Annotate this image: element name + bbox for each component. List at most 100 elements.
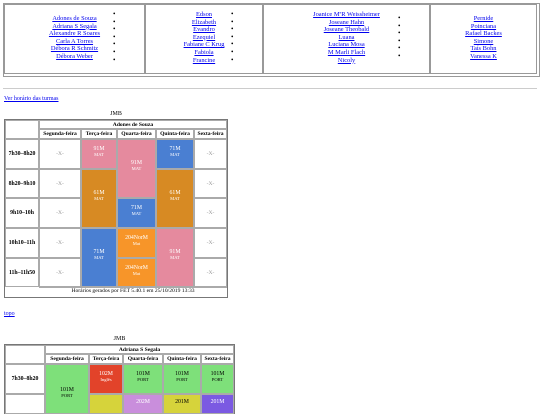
teacher-link[interactable]: Simone (398, 38, 536, 46)
day-header: Sexta-feira (194, 129, 227, 139)
class-code: 202M (136, 399, 150, 405)
teacher-link[interactable]: Edson (113, 11, 262, 19)
timetable-adriana: Adriana S Segala Segunda-feira Terça-fei… (4, 344, 235, 414)
teacher-link[interactable]: Carla A Torres (5, 38, 144, 46)
view-class-schedules-link[interactable]: Ver horário das turmas (4, 96, 59, 102)
subject-label: Mat (132, 271, 141, 276)
teacher-list: Edson Elizabeth Evandro Ezequiel Fabiane… (113, 5, 262, 65)
teacher-link[interactable]: Nicoly (231, 57, 429, 65)
class-block: 101M PORT (201, 364, 234, 394)
class-block: 101M PORT (163, 364, 201, 394)
teacher-link[interactable]: Fabiola (113, 49, 262, 57)
class-block: 71M MAT (117, 198, 156, 228)
class-block: 201M (201, 394, 234, 414)
class-code: 101M (175, 371, 189, 377)
class-block: 71M MAT (156, 139, 194, 169)
day-header: Quinta-feira (163, 354, 201, 364)
class-code: 101M (136, 371, 150, 377)
divider (3, 88, 537, 89)
empty-slot: -X- (39, 139, 81, 169)
teacher-link[interactable]: Ezequiel (113, 34, 262, 42)
index-column-2: Edson Elizabeth Evandro Ezequiel Fabiane… (113, 4, 263, 74)
teacher-link[interactable]: Poinciana (398, 23, 536, 31)
table-footer: Horários gerados por FET 5.40.1 em 25/10… (39, 287, 227, 298)
teacher-link[interactable]: M Marli Flach (231, 49, 429, 57)
time-header: 11h–11h50 (5, 258, 39, 287)
teacher-link[interactable]: Rafael Backes (398, 30, 536, 38)
teacher-link[interactable]: Adriana S Segala (5, 23, 144, 31)
teacher-link[interactable]: Luana (231, 34, 429, 42)
class-code: 204NorM (125, 235, 148, 241)
index-column-4: Pernide Poinciana Rafael Backes Simone T… (398, 4, 537, 74)
table-caption-school: JMB (110, 111, 122, 117)
empty-slot: -X- (39, 258, 81, 287)
class-block: 71M MAT (81, 228, 117, 287)
teacher-link[interactable]: Taís Bohn (398, 45, 536, 53)
class-block (89, 394, 123, 414)
index-column-1: Adones de Souza Adriana S Segala Alexand… (4, 4, 145, 74)
teacher-link[interactable]: Joseane Theobald (231, 26, 429, 34)
back-to-top-link[interactable]: topo (4, 311, 15, 317)
empty-slot: -X- (194, 258, 227, 287)
teacher-link[interactable]: Luciana Mosa (231, 41, 429, 49)
class-block: 204NorM Mat (117, 258, 156, 287)
class-code: 61M (93, 190, 105, 196)
corner-cell (5, 345, 45, 364)
empty-slot: -X- (194, 139, 227, 169)
teacher-link[interactable]: Vanessa K (398, 53, 536, 61)
day-header: Segunda-feira (45, 354, 89, 364)
day-header: Quinta-feira (156, 129, 194, 139)
subject-label: MAT (170, 196, 180, 201)
subject-label: Inglês (100, 377, 112, 382)
subject-label: MAT (131, 211, 142, 216)
timetable-adones: Adones de Souza Segunda-feira Terça-feir… (4, 119, 228, 298)
class-block: 101M PORT (123, 364, 163, 394)
subject-label: MAT (94, 196, 104, 201)
teacher-link[interactable]: Elizabeth (113, 19, 262, 27)
subject-label: MAT (131, 166, 142, 171)
teacher-list: Joanice MªR Weissheimer Joseane Hahn Jos… (231, 5, 429, 65)
corner-cell (5, 120, 39, 139)
subject-label: MAT (94, 255, 104, 260)
empty-slot: -X- (194, 228, 227, 258)
time-header: 7h30–8h20 (5, 139, 39, 169)
class-block: 61M MAT (156, 169, 194, 228)
day-header: Terça-feira (81, 129, 117, 139)
class-code: 71M (93, 249, 105, 255)
day-header: Terça-feira (89, 354, 123, 364)
teacher-link[interactable]: Débora Weber (5, 53, 144, 61)
class-code: 201M (210, 399, 225, 405)
class-block: 91M MAT (117, 139, 156, 198)
table-teacher-name: Adones de Souza (39, 120, 227, 129)
teacher-link[interactable]: Evandro (113, 26, 262, 34)
empty-slot: -X- (194, 198, 227, 228)
class-code: 102M (99, 371, 113, 377)
teacher-link[interactable]: Adones de Souza (5, 15, 144, 23)
teacher-list: Adones de Souza Adriana S Segala Alexand… (5, 5, 144, 61)
day-header: Sexta-feira (201, 354, 234, 364)
day-header: Quarta-feira (117, 129, 156, 139)
empty-slot: -X- (194, 169, 227, 198)
class-code: 204NorM (125, 265, 148, 271)
class-code: 91M (93, 146, 105, 152)
empty-slot: -X- (39, 228, 81, 258)
class-code: 101M (60, 387, 74, 393)
teacher-link[interactable]: Pernide (398, 15, 536, 23)
class-block: 204NorM Mat (117, 228, 156, 258)
teacher-link[interactable]: Joanice MªR Weissheimer (231, 11, 429, 19)
table-caption-school: JMB (113, 336, 126, 342)
day-header: Quarta-feira (123, 354, 163, 364)
empty-slot: -X- (39, 169, 81, 198)
teacher-link[interactable]: Fabiane C Krug (113, 41, 262, 49)
class-code: 201M (175, 399, 189, 405)
subject-label: MAT (170, 255, 180, 260)
teacher-link[interactable]: Alexandre R Soares (5, 30, 144, 38)
class-code: 91M (169, 249, 181, 255)
teacher-link[interactable]: Joseane Hahn (231, 19, 429, 27)
time-header: 10h10–11h (5, 228, 39, 258)
class-code: 71M (169, 146, 181, 152)
teacher-link[interactable]: Francine (113, 57, 262, 65)
teacher-link[interactable]: Débora R Schmitz (5, 45, 144, 53)
subject-label: PORT (211, 377, 224, 382)
subject-label: PORT (61, 393, 73, 398)
